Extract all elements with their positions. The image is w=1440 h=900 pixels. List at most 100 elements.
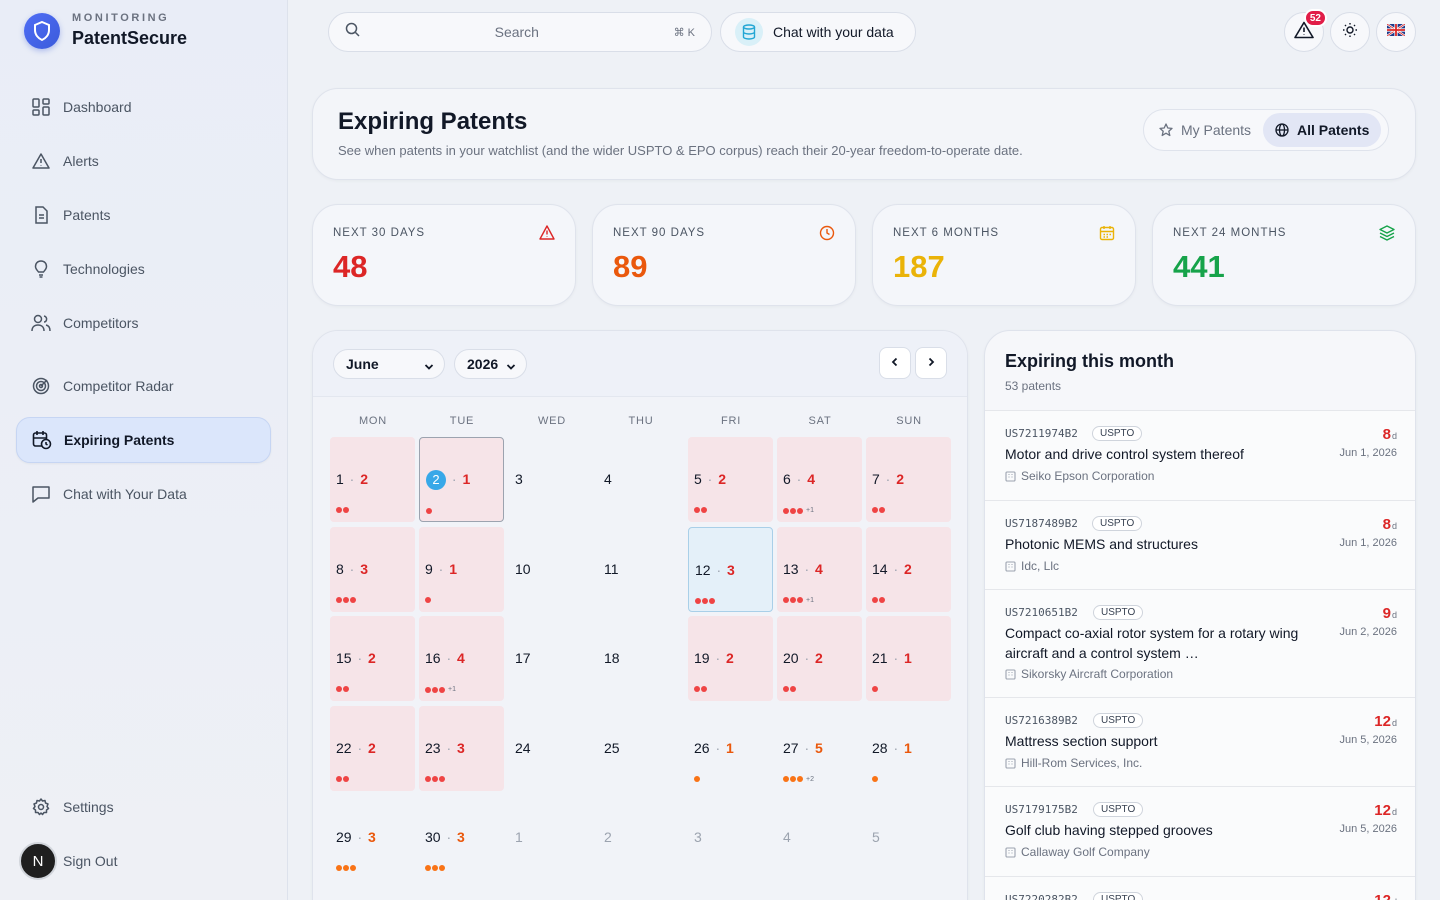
calendar-day[interactable]: 8 · 3	[330, 527, 415, 612]
patent-dot	[879, 507, 885, 513]
calendar-day[interactable]: 1	[509, 795, 594, 880]
day-number: 27 · 5	[783, 740, 823, 756]
patent-dots	[694, 507, 708, 513]
settings-button[interactable]: Settings	[16, 784, 271, 830]
weekday-header: TUE	[419, 415, 505, 427]
patent-assignee: Sikorsky Aircraft Corporation	[1005, 667, 1173, 681]
sign-out-button[interactable]: N Sign Out	[16, 838, 271, 884]
patent-dot	[425, 776, 431, 782]
calendar-day[interactable]: 4	[598, 437, 683, 522]
calendar-day[interactable]: 1 · 2	[330, 437, 415, 522]
patent-dot	[872, 776, 878, 782]
sidebar-item-alerts[interactable]: Alerts	[16, 138, 271, 184]
patent-dot	[783, 508, 789, 514]
stat-value: 48	[333, 249, 367, 285]
calendar-day[interactable]: 12 · 3	[688, 527, 773, 612]
sidebar: MONITORING PatentSecure Dashboard Alerts…	[0, 0, 288, 900]
sidebar-item-technologies[interactable]: Technologies	[16, 246, 271, 292]
calendar-day[interactable]: 3	[509, 437, 594, 522]
calendar-day[interactable]: 14 · 2	[866, 527, 951, 612]
sidebar-item-patents[interactable]: Patents	[16, 192, 271, 238]
patent-id: US7187489B2	[1005, 517, 1078, 530]
alerts-button[interactable]: 52	[1284, 12, 1324, 52]
chat-with-data-button[interactable]: Chat with your data	[720, 12, 916, 52]
expiring-count: 1	[462, 471, 470, 487]
calendar-day[interactable]: 22 · 2	[330, 706, 415, 791]
day-number: 16 · 4	[425, 650, 465, 666]
sidebar-item-competitor-radar[interactable]: Competitor Radar	[16, 363, 271, 409]
separator: ·	[801, 561, 813, 577]
stat-value: 187	[893, 249, 945, 285]
page-title: Expiring Patents	[338, 108, 527, 136]
patent-row[interactable]: US7220282B2USPTO12d	[985, 876, 1416, 900]
patent-row[interactable]: US7187489B2USPTOPhotonic MEMS and struct…	[985, 500, 1416, 589]
calendar-day[interactable]: 3	[688, 795, 773, 880]
patent-row[interactable]: US7179175B2USPTOGolf club having stepped…	[985, 786, 1416, 876]
calendar-day[interactable]: 5	[866, 795, 951, 880]
stat-card-90-days[interactable]: NEXT 90 DAYS 89	[592, 204, 856, 306]
calendar-day[interactable]: 29 · 3	[330, 795, 415, 880]
search-input[interactable]: Search ⌘ K	[328, 12, 712, 52]
prev-month-button[interactable]	[879, 347, 911, 379]
patent-dots	[695, 598, 716, 604]
sidebar-item-dashboard[interactable]: Dashboard	[16, 84, 271, 130]
calendar-day[interactable]: 24	[509, 706, 594, 791]
calendar-day[interactable]: 20 · 2	[777, 616, 862, 701]
sidebar-item-label: Technologies	[63, 261, 145, 277]
calendar-day[interactable]: 7 · 2	[866, 437, 951, 522]
day-label: 24	[515, 740, 531, 756]
theme-toggle-button[interactable]	[1330, 12, 1370, 52]
calendar-day[interactable]: 23 · 3	[419, 706, 504, 791]
stat-label: NEXT 24 MONTHS	[1173, 227, 1286, 239]
chevron-left-icon	[890, 354, 900, 372]
calendar-day[interactable]: 13 · 4+1	[777, 527, 862, 612]
year-select[interactable]: 2026	[454, 349, 527, 379]
calendar-day[interactable]: 25	[598, 706, 683, 791]
stat-card-30-days[interactable]: NEXT 30 DAYS 48	[312, 204, 576, 306]
calendar-day[interactable]: 27 · 5+2	[777, 706, 862, 791]
separator: ·	[443, 650, 455, 666]
patent-row[interactable]: US7216389B2USPTOMattress section support…	[985, 697, 1416, 786]
calendar-day[interactable]: 28 · 1	[866, 706, 951, 791]
calendar-day[interactable]: 17	[509, 616, 594, 701]
calendar-day[interactable]: 9 · 1	[419, 527, 504, 612]
calendar-day[interactable]: 26 · 1	[688, 706, 773, 791]
day-number: 24	[515, 740, 531, 756]
month-select[interactable]: June	[333, 349, 445, 379]
language-button[interactable]	[1376, 12, 1416, 52]
calendar-day[interactable]: 21 · 1	[866, 616, 951, 701]
calendar-day[interactable]: 4	[777, 795, 862, 880]
sidebar-item-label: Chat with Your Data	[63, 486, 187, 502]
stat-card-6-months[interactable]: NEXT 6 MONTHS 187	[872, 204, 1136, 306]
calendar-day[interactable]: 18	[598, 616, 683, 701]
next-month-button[interactable]	[915, 347, 947, 379]
patent-row[interactable]: US7211974B2USPTOMotor and drive control …	[985, 410, 1416, 500]
calendar-day[interactable]: 5 · 2	[688, 437, 773, 522]
day-label: 1	[515, 829, 523, 845]
calendar-day[interactable]: 2 · 1	[419, 437, 504, 522]
calendar-day[interactable]: 10	[509, 527, 594, 612]
calendar-day[interactable]: 2	[598, 795, 683, 880]
weekday-header: WED	[509, 415, 595, 427]
calendar-day[interactable]: 30 · 3	[419, 795, 504, 880]
sidebar-item-competitors[interactable]: Competitors	[16, 300, 271, 346]
stat-card-24-months[interactable]: NEXT 24 MONTHS 441	[1152, 204, 1416, 306]
calendar-day[interactable]: 16 · 4+1	[419, 616, 504, 701]
patent-dot	[425, 865, 431, 871]
patent-dots	[336, 686, 350, 692]
patent-row[interactable]: US7210651B2USPTOCompact co-axial rotor s…	[985, 589, 1416, 697]
sidebar-item-expiring-patents[interactable]: Expiring Patents	[16, 417, 271, 463]
calendar-day[interactable]: 6 · 4+1	[777, 437, 862, 522]
sidebar-item-label: Competitors	[63, 315, 138, 331]
calendar-day[interactable]: 15 · 2	[330, 616, 415, 701]
my-patents-button[interactable]: My Patents	[1147, 113, 1263, 147]
separator: ·	[346, 471, 358, 487]
calendar-day[interactable]: 19 · 2	[688, 616, 773, 701]
calendar-day[interactable]: 11	[598, 527, 683, 612]
day-label: 21	[872, 650, 888, 666]
brand[interactable]: MONITORING PatentSecure	[24, 12, 187, 49]
all-patents-button[interactable]: All Patents	[1263, 113, 1381, 147]
days-value: 12	[1374, 892, 1391, 900]
sidebar-item-chat[interactable]: Chat with Your Data	[16, 471, 271, 517]
patent-dots	[783, 686, 797, 692]
